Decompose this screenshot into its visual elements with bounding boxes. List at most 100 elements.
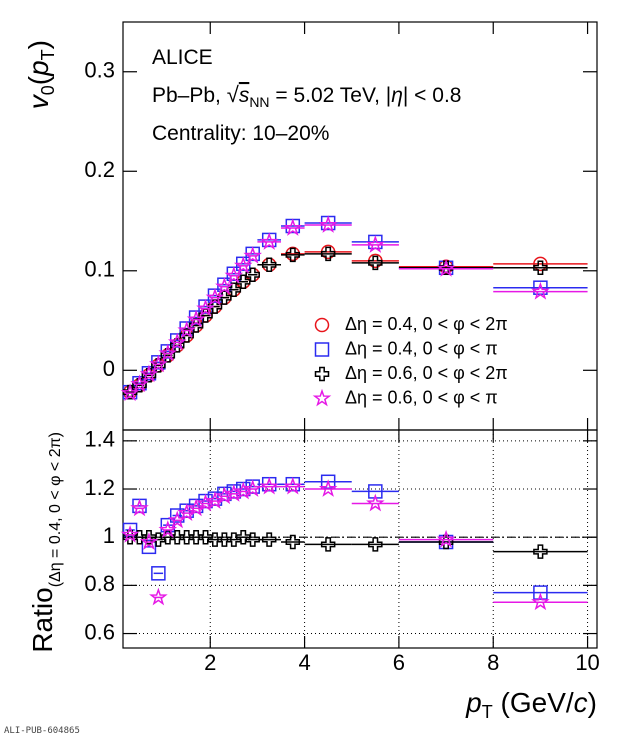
marker bbox=[531, 281, 550, 300]
centrality-label: Centrality: 10–20% bbox=[152, 122, 329, 145]
legend-marker bbox=[314, 342, 330, 357]
y-label-part: ( bbox=[23, 75, 54, 85]
marker bbox=[141, 529, 157, 545]
marker bbox=[233, 256, 253, 274]
marker bbox=[130, 498, 149, 517]
marker bbox=[259, 476, 279, 495]
marker bbox=[120, 525, 140, 543]
y-tick-label: 0.2 bbox=[84, 157, 115, 182]
x-tick-label: 10 bbox=[575, 650, 599, 675]
ratio-label-part: Ratio bbox=[27, 587, 58, 652]
x-label-part: T bbox=[482, 702, 493, 722]
marker bbox=[149, 587, 168, 606]
marker bbox=[533, 260, 548, 276]
marker bbox=[533, 256, 548, 272]
system-text: η bbox=[391, 84, 403, 107]
y-label-part: ) bbox=[23, 40, 54, 49]
marker bbox=[149, 354, 168, 373]
legend-marker bbox=[314, 366, 330, 382]
marker bbox=[196, 298, 215, 317]
system-text: s bbox=[239, 84, 250, 107]
y-tick-label: 0.3 bbox=[84, 58, 115, 83]
marker bbox=[283, 476, 303, 495]
marker bbox=[158, 343, 178, 362]
x-label-part: (GeV/ bbox=[493, 687, 574, 718]
y-tick-label: 0.6 bbox=[84, 619, 115, 644]
marker bbox=[283, 218, 303, 236]
y-tick-label: 0.1 bbox=[84, 257, 115, 282]
marker bbox=[436, 259, 456, 277]
marker bbox=[366, 235, 385, 253]
marker bbox=[320, 246, 336, 262]
x-label-part: ) bbox=[588, 687, 597, 718]
system-text: NN bbox=[249, 94, 269, 110]
experiment-label: ALICE bbox=[152, 46, 213, 69]
legend-label: Δη = 0.4, 0 < φ < π bbox=[345, 338, 498, 358]
legend-marker bbox=[314, 317, 330, 333]
system-text: = 5.02 TeV, | bbox=[270, 84, 392, 107]
y-tick-label: 1.4 bbox=[84, 427, 115, 452]
ratio-label-part: (Δη = 0.4, 0 < φ < 2π) bbox=[47, 432, 64, 587]
marker bbox=[158, 520, 178, 538]
y-label-part: 0 bbox=[38, 85, 58, 95]
marker bbox=[366, 493, 385, 512]
marker bbox=[177, 320, 196, 339]
x-label-part: c bbox=[574, 687, 588, 718]
marker bbox=[436, 529, 456, 548]
marker bbox=[151, 566, 166, 581]
marker bbox=[368, 255, 383, 271]
marker bbox=[130, 374, 149, 393]
marker bbox=[205, 287, 225, 306]
ratio-axis-label: Ratio(Δη = 0.4, 0 < φ < 2π) bbox=[27, 432, 64, 653]
marker bbox=[531, 592, 550, 611]
system-text: Pb–Pb, bbox=[152, 84, 227, 107]
marker bbox=[245, 532, 260, 547]
marker bbox=[207, 299, 223, 314]
x-label-part: p bbox=[465, 687, 482, 718]
marker bbox=[198, 529, 213, 545]
marker bbox=[285, 534, 301, 550]
marker bbox=[533, 585, 548, 600]
x-tick-label: 2 bbox=[204, 650, 216, 675]
marker bbox=[285, 247, 301, 263]
marker bbox=[261, 532, 277, 547]
marker bbox=[533, 544, 548, 559]
y-tick-label: 0.8 bbox=[84, 571, 115, 596]
legend-label: Δη = 0.6, 0 < φ < 2π bbox=[345, 363, 508, 383]
marker bbox=[320, 537, 336, 552]
y-label-part: v bbox=[23, 93, 54, 109]
marker bbox=[368, 537, 383, 552]
y-tick-label: 1 bbox=[103, 523, 115, 548]
y-label-part: p bbox=[23, 60, 54, 77]
y-tick-label: 1.2 bbox=[84, 475, 115, 500]
marker bbox=[318, 215, 338, 233]
legend-label: Δη = 0.6, 0 < φ < π bbox=[345, 387, 498, 407]
marker bbox=[186, 309, 206, 328]
marker bbox=[318, 479, 338, 497]
marker bbox=[139, 364, 159, 383]
marker bbox=[236, 529, 251, 545]
footer: ALI-PUB-604865 bbox=[4, 726, 80, 736]
marker bbox=[179, 328, 194, 343]
marker bbox=[139, 532, 159, 550]
y-axis-label: v0(pT) bbox=[23, 40, 58, 109]
x-tick-label: 4 bbox=[298, 650, 310, 675]
x-tick-label: 8 bbox=[487, 650, 499, 675]
legend-marker bbox=[312, 388, 332, 407]
sqrt-sign: √ bbox=[227, 82, 240, 107]
marker bbox=[245, 267, 260, 283]
marker bbox=[259, 232, 279, 250]
y-label-part: T bbox=[38, 49, 58, 60]
marker bbox=[261, 257, 277, 273]
marker bbox=[215, 276, 234, 295]
legend-label: Δη = 0.4, 0 < φ < 2π bbox=[345, 314, 508, 334]
system-text: | < 0.8 bbox=[403, 84, 462, 107]
marker bbox=[167, 332, 187, 351]
system-label: Pb–Pb, √sNN = 5.02 TeV, |η| < 0.8 bbox=[152, 82, 461, 110]
marker bbox=[224, 265, 244, 284]
y-tick-label: 0 bbox=[103, 356, 115, 381]
marker bbox=[243, 246, 263, 264]
x-tick-label: 6 bbox=[393, 650, 405, 675]
